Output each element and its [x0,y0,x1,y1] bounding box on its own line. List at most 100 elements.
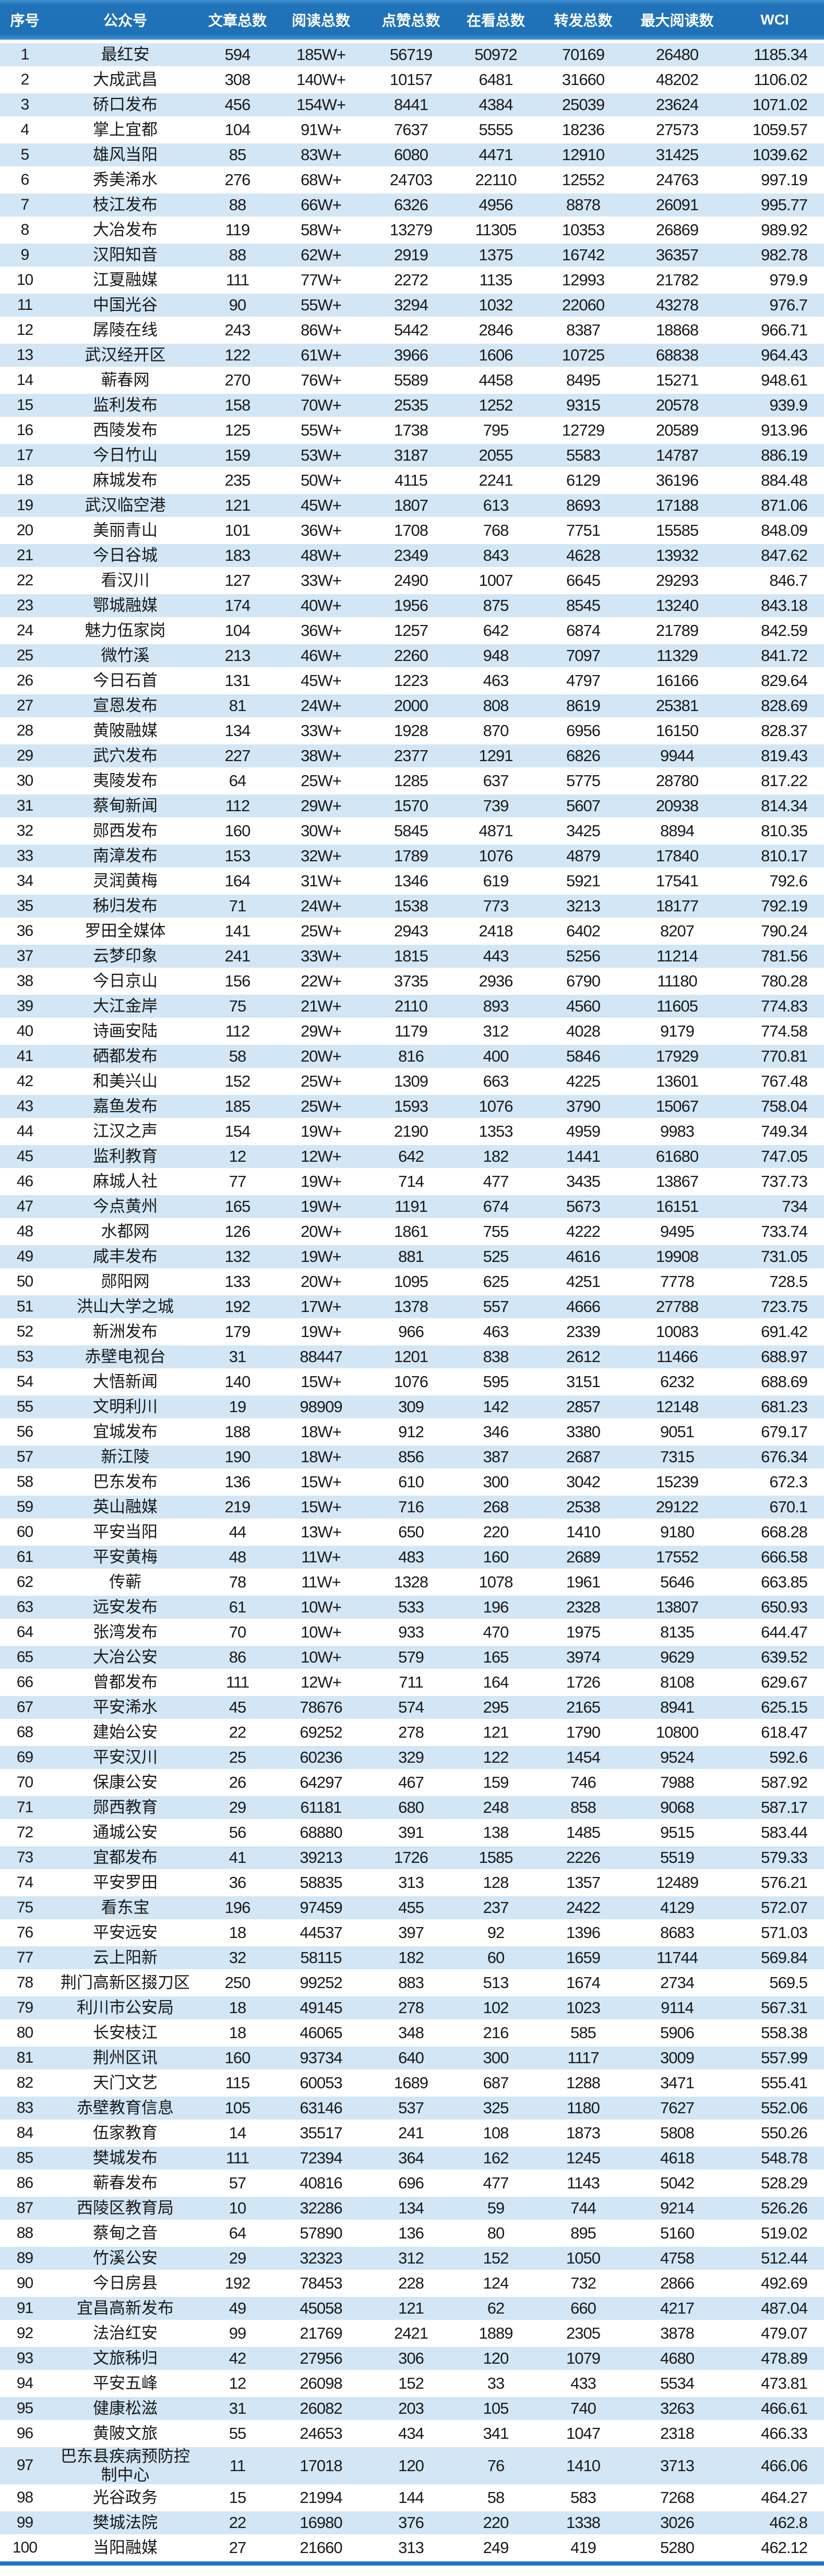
cell-rank: 88 [0,2222,50,2247]
cell-rank: 22 [0,569,50,594]
cell-read-total: 27956 [274,2347,368,2372]
cell-account-name: 夷陵发布 [50,769,201,795]
cell-share-total: 2538 [538,1496,629,1521]
table-row: 4 掌上宜都 104 91W+ 7637 5555 18236 27573 10… [0,118,824,143]
cell-max-read: 20578 [629,394,725,419]
cell-max-read: 11180 [629,970,725,995]
cell-read-total: 60053 [274,2072,368,2097]
cell-article-total: 22 [201,1721,274,1746]
cell-account-name: 法治红安 [50,2322,201,2347]
cell-watch-total: 237 [454,1896,538,1921]
cell-read-total: 64297 [274,1771,368,1796]
cell-rank: 69 [0,1746,50,1771]
cell-share-total: 16742 [538,244,629,269]
cell-account-name: 西陵区教育局 [50,2197,201,2222]
cell-like-total: 1738 [368,419,454,444]
cell-rank: 85 [0,2147,50,2172]
cell-watch-total: 1007 [454,569,538,594]
cell-watch-total: 108 [454,2122,538,2147]
cell-watch-total: 102 [454,1996,538,2021]
cell-rank: 71 [0,1796,50,1821]
cell-share-total: 4959 [538,1120,629,1145]
cell-watch-total: 152 [454,2247,538,2272]
cell-read-total: 11W+ [274,1546,368,1571]
cell-share-total: 4560 [538,995,629,1020]
cell-read-total: 12W+ [274,1671,368,1696]
cell-watch-total: 142 [454,1395,538,1421]
cell-article-total: 235 [201,469,274,494]
cell-rank: 25 [0,644,50,669]
cell-share-total: 12729 [538,419,629,444]
cell-read-total: 58835 [274,1871,368,1896]
cell-wci: 688.97 [725,1345,824,1370]
cell-share-total: 1961 [538,1571,629,1596]
cell-rank: 28 [0,719,50,744]
cell-account-name: 荆门高新区掇刀区 [50,1971,201,1996]
cell-article-total: 122 [201,344,274,369]
cell-rank: 48 [0,1220,50,1245]
cell-like-total: 455 [368,1896,454,1921]
cell-share-total: 2612 [538,1345,629,1370]
cell-account-name: 黄陂融媒 [50,719,201,744]
table-row: 29 武穴发布 227 38W+ 2377 1291 6826 9944 819… [0,744,824,769]
header-cell-max-read: 最大阅读数 [629,0,725,43]
cell-read-total: 13W+ [274,1521,368,1546]
cell-max-read: 25381 [629,694,725,719]
cell-share-total: 1975 [538,1621,629,1646]
table-row: 80 长安枝江 18 46065 348 216 585 5906 558.38 [0,2021,824,2047]
cell-article-total: 136 [201,1471,274,1496]
cell-account-name: 诗画安陆 [50,1020,201,1045]
cell-max-read: 7778 [629,1270,725,1295]
table-row: 43 嘉鱼发布 185 25W+ 1593 1076 3790 15067 75… [0,1095,824,1120]
table-row: 59 英山融媒 219 15W+ 716 268 2538 29122 670.… [0,1496,824,1521]
cell-share-total: 2165 [538,1696,629,1721]
cell-account-name: 平安罗田 [50,1871,201,1896]
cell-like-total: 376 [368,2511,454,2537]
cell-wci: 939.9 [725,394,824,419]
cell-max-read: 5280 [629,2536,725,2562]
cell-article-total: 61 [201,1596,274,1621]
cell-read-total: 33W+ [274,945,368,970]
cell-like-total: 696 [368,2172,454,2197]
cell-read-total: 46W+ [274,644,368,669]
cell-wci: 644.47 [725,1621,824,1646]
cell-share-total: 4222 [538,1220,629,1245]
cell-max-read: 11744 [629,1946,725,1971]
cell-rank: 67 [0,1696,50,1721]
cell-like-total: 6326 [368,194,454,219]
cell-share-total: 1338 [538,2511,629,2537]
table-row: 88 蔡甸之音 64 57890 136 80 895 5160 519.02 [0,2222,824,2247]
cell-watch-total: 2241 [454,469,538,494]
cell-account-name: 雄风当阳 [50,143,201,168]
cell-article-total: 14 [201,2122,274,2147]
cell-article-total: 49 [201,2297,274,2322]
cell-account-name: 荆州区讯 [50,2047,201,2072]
cell-like-total: 1223 [368,669,454,694]
cell-account-name: 枝江发布 [50,194,201,219]
cell-read-total: 29W+ [274,795,368,820]
cell-watch-total: 216 [454,2021,538,2047]
table-row: 69 平安汉川 25 60236 329 122 1454 9524 592.6 [0,1746,824,1771]
cell-rank: 98 [0,2486,50,2512]
cell-watch-total: 2418 [454,920,538,945]
cell-watch-total: 60 [454,1946,538,1971]
cell-watch-total: 5555 [454,118,538,143]
table-row: 28 黄陂融媒 134 33W+ 1928 870 6956 16150 828… [0,719,824,744]
cell-wci: 512.44 [725,2247,824,2272]
cell-share-total: 6129 [538,469,629,494]
cell-max-read: 21782 [629,269,725,294]
cell-rank: 87 [0,2197,50,2222]
cell-read-total: 55W+ [274,294,368,319]
cell-article-total: 18 [201,1996,274,2021]
cell-read-total: 98909 [274,1395,368,1421]
cell-article-total: 219 [201,1496,274,1521]
cell-account-name: 今日谷城 [50,544,201,569]
cell-article-total: 185 [201,1095,274,1120]
table-row: 82 天门文艺 115 60053 1689 687 1288 3471 555… [0,2072,824,2097]
cell-article-total: 227 [201,744,274,769]
cell-account-name: 武汉临空港 [50,494,201,519]
cell-max-read: 9180 [629,1521,725,1546]
cell-max-read: 12148 [629,1395,725,1421]
cell-like-total: 537 [368,2097,454,2122]
cell-like-total: 136 [368,2222,454,2247]
